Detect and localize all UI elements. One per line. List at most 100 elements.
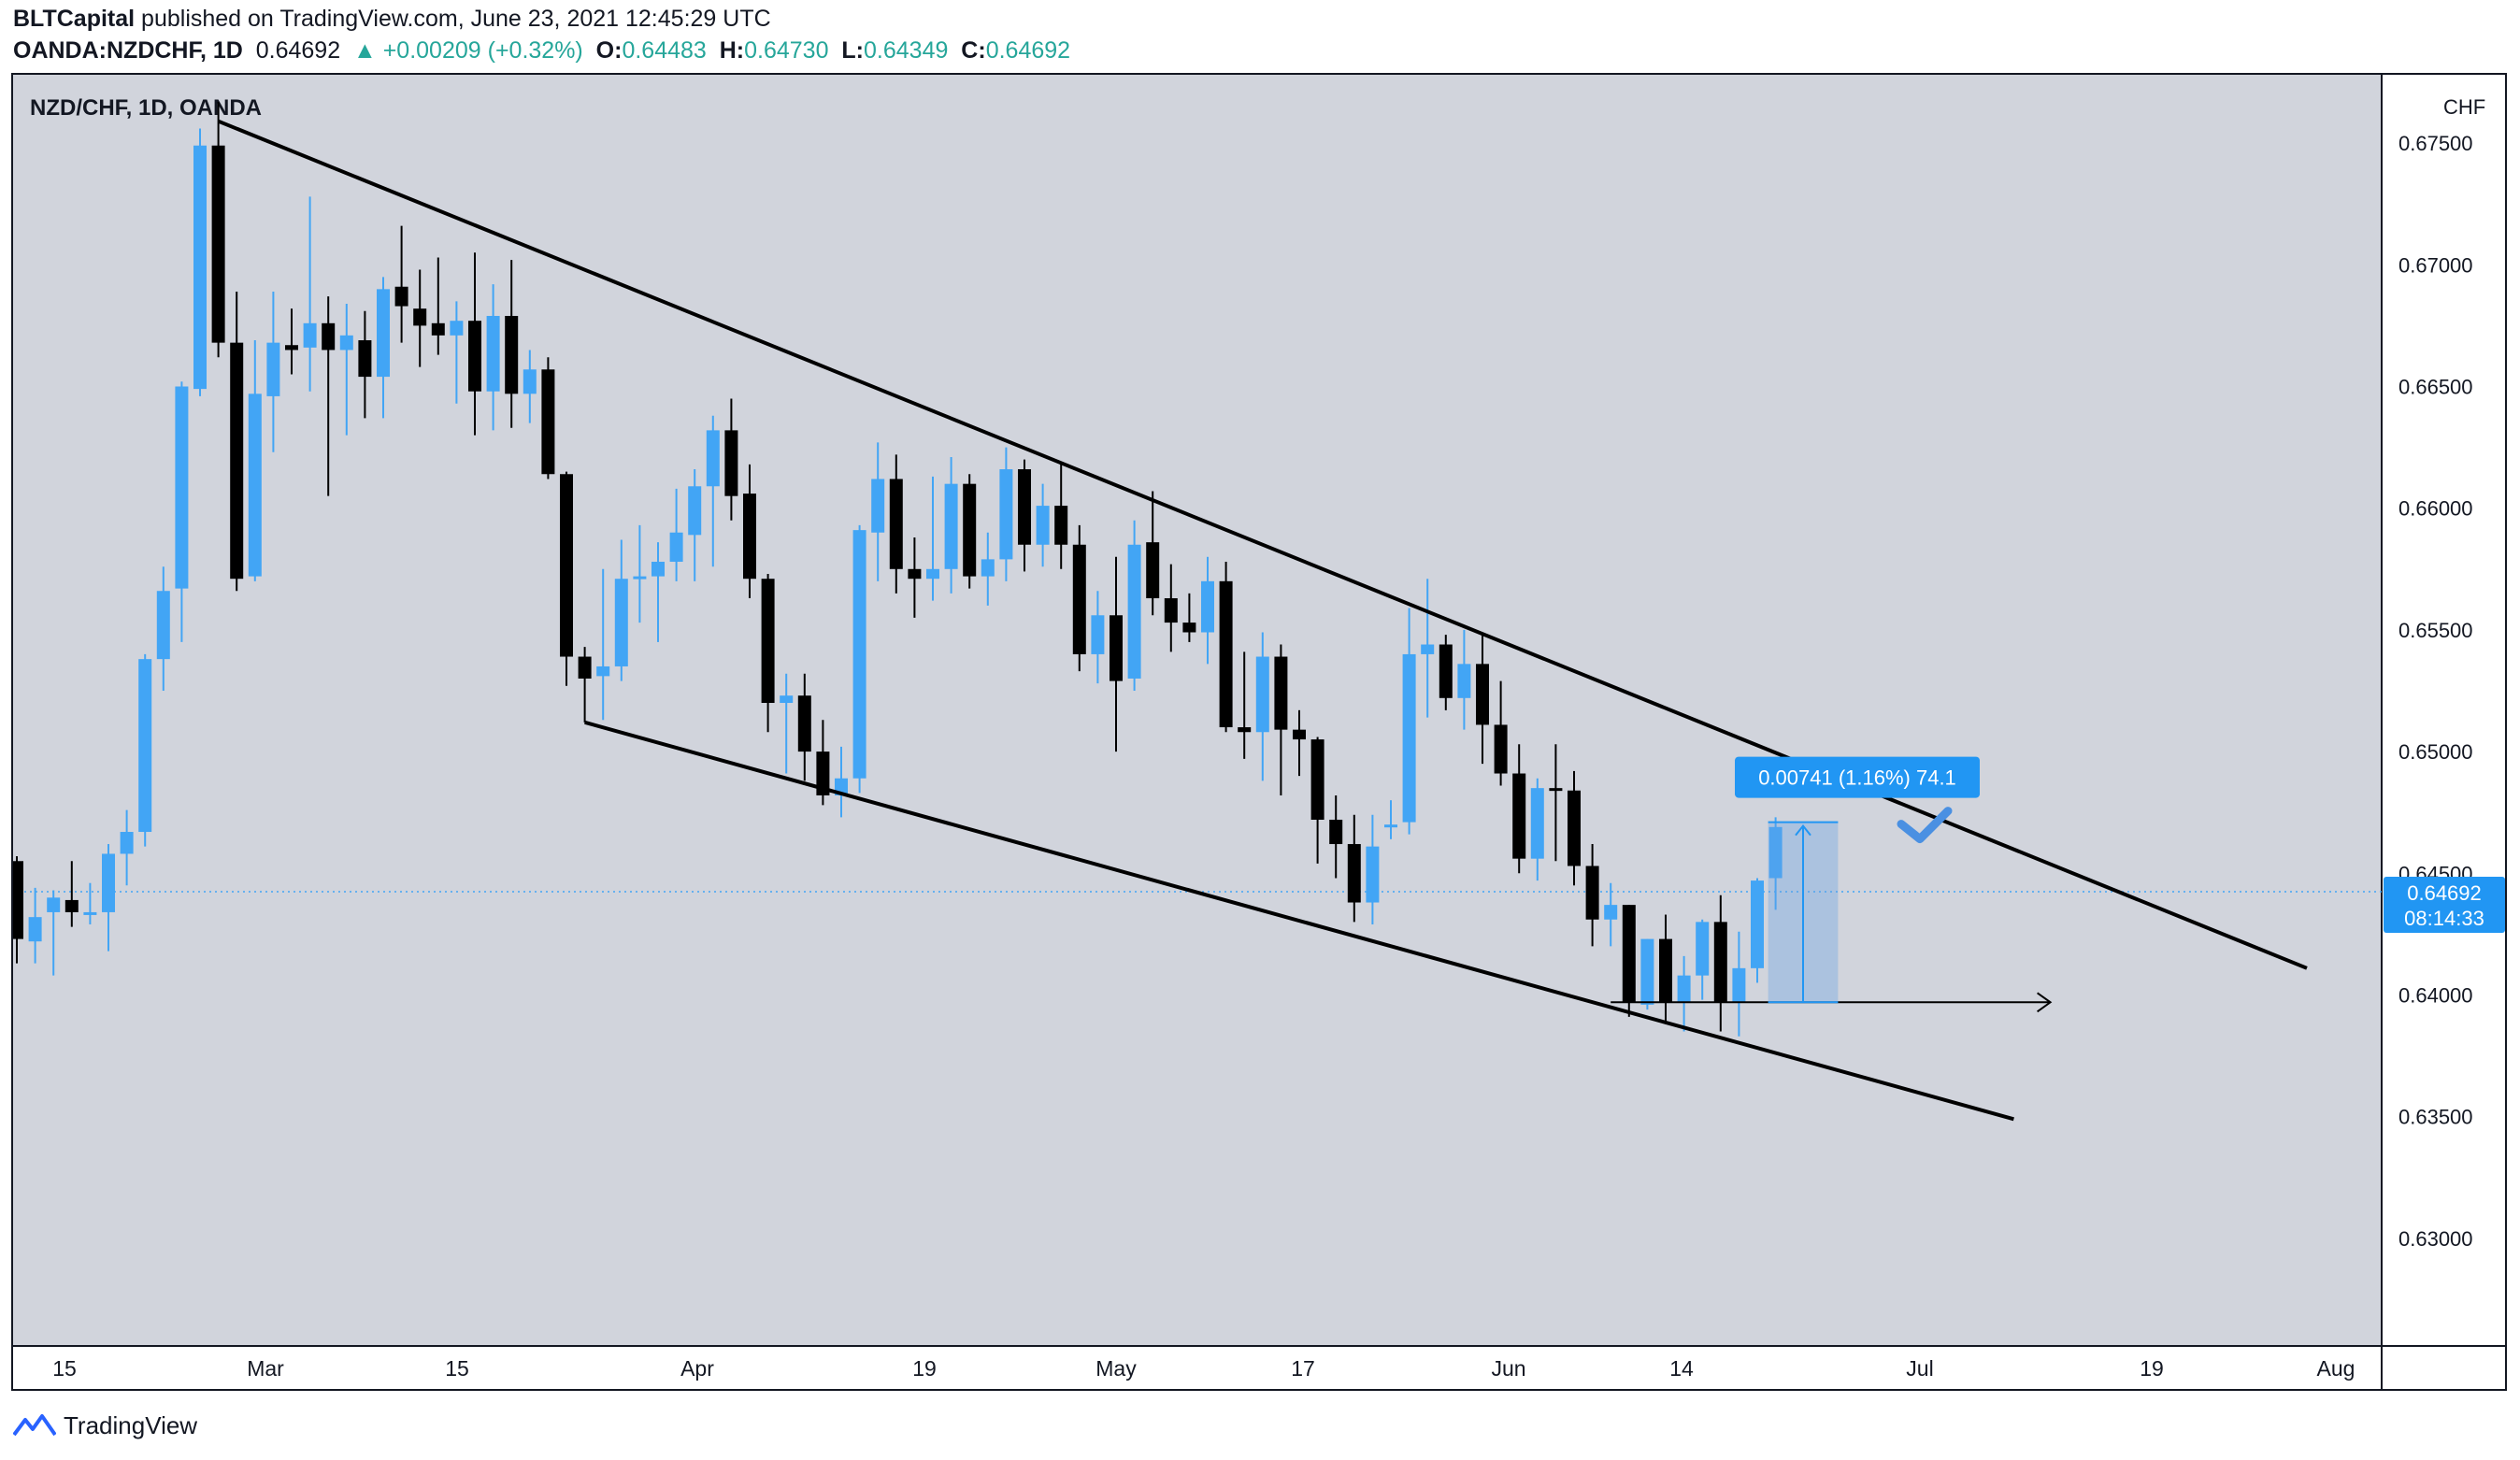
candle-body <box>266 342 280 396</box>
candle-body <box>1384 824 1397 828</box>
candle-up <box>614 539 628 681</box>
y-tick-label: 0.67000 <box>2398 253 2473 277</box>
candle-body <box>230 342 244 580</box>
candle-down <box>1072 524 1086 672</box>
candle-body <box>1494 724 1508 774</box>
candle-up <box>669 488 683 581</box>
plot-background <box>13 75 2382 1345</box>
candle-body <box>1659 938 1672 1003</box>
candle-body <box>486 315 500 392</box>
lower-trendline[interactable] <box>584 720 2014 1122</box>
candle-down <box>1347 814 1361 923</box>
candle-body <box>322 322 336 351</box>
candle-down <box>1110 556 1123 752</box>
candle-down <box>797 673 811 781</box>
candle-down <box>963 474 977 589</box>
candle-up <box>981 532 995 606</box>
x-tick-label: 19 <box>2140 1356 2164 1381</box>
candle-body <box>358 340 372 378</box>
candle-body <box>339 335 353 351</box>
measure-tool[interactable]: 0.00741 (1.16%) 74.1 <box>1735 756 1980 1004</box>
x-tick-label: 14 <box>1669 1356 1694 1381</box>
chart-frame: NZD/CHF, 1D, OANDA CHF 0.67500 0.67000 0.6… <box>11 73 2507 1391</box>
candle-down <box>1549 744 1563 862</box>
candle-down <box>394 225 408 343</box>
candle-body <box>1255 656 1269 733</box>
candle-down <box>743 464 756 599</box>
candle-up <box>102 844 115 952</box>
candle-up <box>999 447 1013 581</box>
candle-down <box>64 861 79 927</box>
measure-label: 0.00741 (1.16%) 74.1 <box>1758 766 1956 790</box>
candle-up <box>303 196 317 392</box>
x-axis-ticks: 15 Mar 15 Apr 19 May 17 Jun 14 Jul 19 Aug <box>52 1356 2355 1381</box>
candle-down <box>1054 462 1068 569</box>
y-tick-label: 0.65000 <box>2398 740 2473 764</box>
candle-up <box>852 524 866 794</box>
candle-body <box>651 561 665 577</box>
x-tick-label: 17 <box>1291 1356 1315 1381</box>
candle-body <box>1110 615 1123 681</box>
candle-up <box>248 340 262 581</box>
x-tick-label: Jun <box>1491 1356 1525 1381</box>
candle-up <box>926 476 939 601</box>
candle-down <box>578 647 592 723</box>
candle-body <box>724 430 738 496</box>
candle-body <box>83 911 97 915</box>
candle-up <box>1402 608 1416 835</box>
candlestick-chart[interactable]: NZD/CHF, 1D, OANDA CHF 0.675000.670000.6… <box>13 75 2505 1389</box>
price-label-countdown: 08:14:33 <box>2404 907 2484 930</box>
y-tick-label: 0.65500 <box>2398 619 2473 642</box>
candle-body <box>1439 644 1453 698</box>
tradingview-logo[interactable]: TradingView <box>13 1410 197 1441</box>
y-axis-ticks: 0.67500 0.67000 0.66500 0.66000 0.65500 0.650… <box>2398 132 2473 1251</box>
candle-down <box>761 574 775 733</box>
candle-down <box>1329 794 1343 879</box>
candle-body <box>596 666 610 677</box>
x-tick-label: 19 <box>912 1356 937 1381</box>
candle-up <box>1366 814 1380 924</box>
candle-body <box>1604 905 1618 920</box>
price-label-value: 0.64692 <box>2407 881 2482 905</box>
candle-body <box>999 469 1013 560</box>
candle-body <box>431 322 445 336</box>
candle-down <box>1585 844 1599 947</box>
upper-trendline[interactable] <box>217 119 2308 970</box>
candle-body <box>614 579 628 666</box>
candle-body <box>871 479 885 533</box>
candle-down <box>211 101 225 358</box>
author-name[interactable]: BLTCapital <box>13 6 136 32</box>
candle-body <box>981 559 995 577</box>
candle-body <box>1329 819 1343 845</box>
support-arrow-head <box>2037 992 2053 1013</box>
candle-body <box>413 308 427 326</box>
candle-up <box>633 524 647 623</box>
candle-body <box>1476 664 1489 725</box>
candle-body <box>688 486 702 536</box>
candle-up <box>1732 931 1746 1037</box>
candle-body <box>175 386 189 589</box>
ohlc-header: OANDA:NZDCHF, 1D 0.64692 ▲ +0.00209 (+0.… <box>13 37 1070 64</box>
candle-body <box>852 530 866 779</box>
candle-body <box>156 591 170 660</box>
candle-body <box>1238 727 1252 733</box>
tradingview-brand: TradingView <box>64 1410 198 1439</box>
publish-text: published on TradingView.com, June 23, 2… <box>141 6 771 32</box>
x-tick-label: Jul <box>1906 1356 1933 1381</box>
candle-body <box>780 695 794 704</box>
candle-up <box>156 566 170 691</box>
tradingview-logo-icon <box>13 1414 56 1437</box>
y-tick-label: 0.63500 <box>2398 1106 2473 1129</box>
candle-body <box>816 751 830 795</box>
candle-body <box>1036 506 1050 545</box>
candle-up <box>193 128 207 396</box>
candle-body <box>1182 623 1196 633</box>
low-value: 0.64349 <box>864 37 949 64</box>
candle-down <box>541 357 555 480</box>
x-tick-label: May <box>1095 1356 1137 1381</box>
candle-body <box>633 576 647 580</box>
price-label-box <box>2384 877 2505 933</box>
candle-body <box>1568 790 1581 866</box>
candle-down <box>908 537 922 618</box>
candle-up <box>1421 579 1435 718</box>
